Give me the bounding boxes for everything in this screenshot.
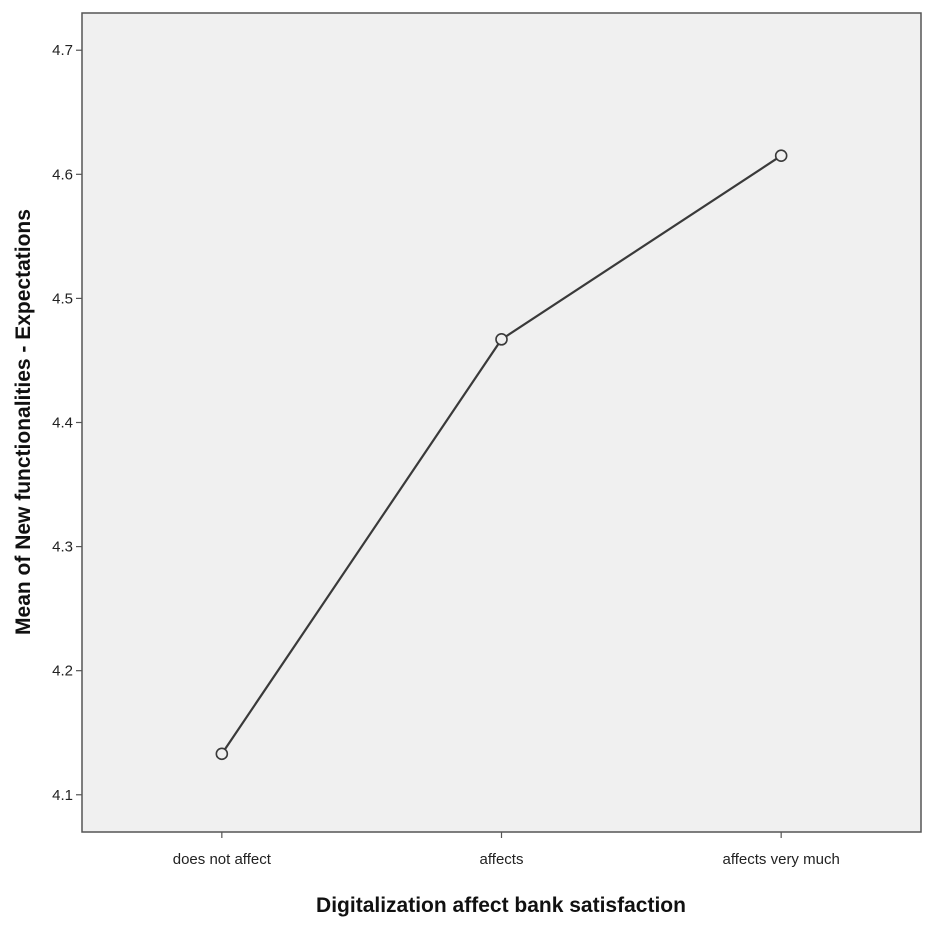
series-group [215,149,788,761]
y-tick-label: 4.4 [52,415,73,432]
y-tick-label: 4.5 [52,290,73,307]
x-tick-label: affects [480,851,524,868]
y-axis-title: Mean of New functionalities - Expectatio… [12,209,35,635]
x-tick-label: does not affect [173,851,272,868]
x-axis: does not affect affects affects very much [173,832,840,868]
data-point [495,333,508,346]
y-tick-label: 4.7 [52,42,73,59]
data-point [774,149,788,163]
y-tick-label: 4.6 [52,166,73,183]
y-axis: 4.1 4.2 4.3 4.4 4.5 4.6 4.7 [52,42,82,804]
y-tick-label: 4.3 [52,539,73,556]
plot-area [81,12,922,833]
data-point [215,747,229,761]
y-tick-label: 4.2 [52,663,73,680]
x-tick-label: affects very much [723,851,840,868]
x-axis-title: Digitalization affect bank satisfaction [316,894,686,917]
y-tick-label: 4.1 [52,787,73,804]
